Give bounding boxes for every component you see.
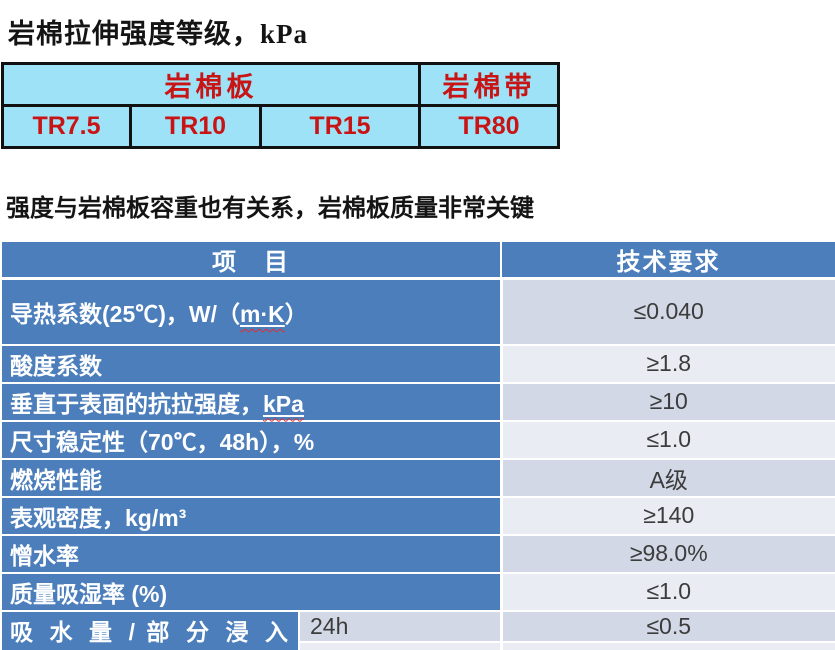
table-row: 尺寸稳定性（70℃，48h），% ≤1.0 — [0, 419, 835, 460]
label-line-2: （kg/m²） — [10, 647, 292, 650]
spec-value: ≤1.5 — [499, 640, 835, 650]
table-row: 憎水率 ≥98.0% — [0, 533, 835, 574]
table-row: 吸 水 量 / 部 分 浸 入 （kg/m²） 24h ≤0.5 — [0, 609, 835, 650]
table-row: 表观密度，kg/m³ ≥140 — [0, 495, 835, 536]
page-title: 岩棉拉伸强度等级，kPa — [8, 19, 309, 49]
spec-value: ≥10 — [499, 381, 835, 422]
spec-value: ≥1.8 — [499, 343, 835, 384]
spec-condition: 28d — [298, 640, 502, 650]
table-row: 燃烧性能 A级 — [0, 457, 835, 498]
label-text: 垂直于表面的抗拉强度， — [10, 390, 263, 417]
spec-table: 项 目 技术要求 导热系数(25℃)，W/（m·K） ≤0.040 酸度系数 ≥… — [0, 240, 835, 650]
spec-item-label: 尺寸稳定性（70℃，48h），% — [0, 419, 502, 460]
spec-item-label: 吸 水 量 / 部 分 浸 入 （kg/m²） — [0, 609, 300, 650]
label-text: kPa — [263, 390, 304, 417]
spec-item-label: 质量吸湿率 (%) — [0, 571, 502, 612]
grade-cell: TR80 — [418, 104, 560, 149]
grade-header-board: 岩棉板 — [1, 62, 421, 107]
table-row: 质量吸湿率 (%) ≤1.0 — [0, 571, 835, 612]
table-row: 28d ≤1.5 — [1, 640, 835, 650]
spec-value: ≥98.0% — [499, 533, 835, 574]
subtitle: 强度与岩棉板容重也有关系，岩棉板质量非常关键 — [6, 196, 534, 222]
spec-item-label: 燃烧性能 — [0, 457, 502, 498]
grade-table: 岩棉板 岩棉带 TR7.5 TR10 TR15 TR80 — [1, 62, 560, 149]
table-row: 酸度系数 ≥1.8 — [0, 343, 835, 384]
label-text: 导热系数(25℃)，W/（ — [10, 300, 240, 327]
spec-value: ≤1.0 — [499, 419, 835, 460]
spec-value: A级 — [499, 457, 835, 498]
spec-item-label: 表观密度，kg/m³ — [0, 495, 502, 536]
misspell-underline: kPa — [263, 391, 304, 417]
table-row: 垂直于表面的抗拉强度，kPa ≥10 — [0, 381, 835, 422]
spec-value: ≤0.5 — [499, 609, 835, 643]
table-row: 导热系数(25℃)，W/（m·K） ≤0.040 — [0, 277, 835, 346]
spec-item-label: 导热系数(25℃)，W/（m·K） — [0, 277, 502, 346]
spec-value: ≤0.040 — [499, 277, 835, 346]
spec-header-row: 项 目 技术要求 — [0, 240, 835, 280]
spec-item-label: 憎水率 — [0, 533, 502, 574]
grade-header-row: 岩棉板 岩棉带 — [1, 62, 560, 107]
spec-condition: 24h — [298, 609, 502, 643]
grade-header-strip: 岩棉带 — [418, 62, 560, 107]
grade-cell: TR7.5 — [1, 104, 132, 149]
spec-header-requirement: 技术要求 — [500, 240, 835, 280]
grade-cell: TR15 — [259, 104, 421, 149]
label-text: ） — [284, 300, 308, 327]
label-line-1: 吸 水 量 / 部 分 浸 入 — [10, 618, 288, 645]
grade-value-row: TR7.5 TR10 TR15 TR80 — [1, 104, 560, 149]
spec-header-item: 项 目 — [0, 240, 502, 280]
misspell-underline: m·K — [240, 301, 285, 327]
spec-value: ≤1.0 — [499, 571, 835, 612]
spec-value: ≥140 — [499, 495, 835, 536]
spec-item-label: 酸度系数 — [0, 343, 502, 384]
label-text: m·K — [240, 300, 285, 327]
spec-item-label: 垂直于表面的抗拉强度，kPa — [0, 381, 502, 422]
grade-cell: TR10 — [129, 104, 262, 149]
